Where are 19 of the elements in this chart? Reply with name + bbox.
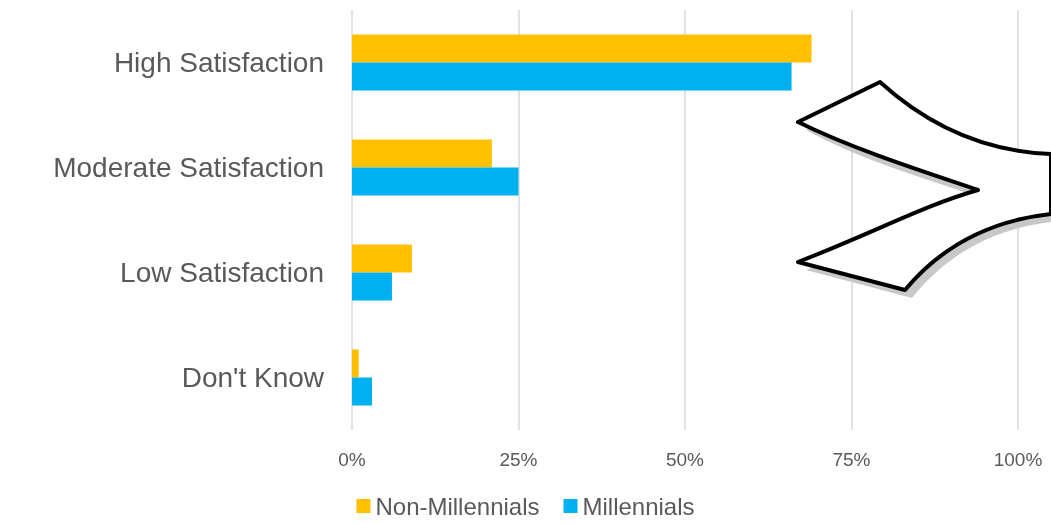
bar — [352, 377, 372, 406]
x-tick-label: 0% — [338, 449, 366, 470]
x-tick-label: 75% — [832, 449, 871, 470]
legend-label: Millennials — [582, 492, 695, 520]
bar — [352, 244, 412, 273]
y-tick-label: Moderate Satisfaction — [53, 152, 324, 183]
bar — [352, 272, 392, 301]
legend-label: Non-Millennials — [375, 492, 540, 520]
x-tick-label: 100% — [993, 449, 1043, 470]
bar — [352, 139, 492, 168]
y-tick-label: High Satisfaction — [113, 47, 324, 78]
y-tick-label: Low Satisfaction — [120, 257, 324, 288]
bar — [352, 349, 359, 378]
x-tick-label: 50% — [665, 449, 705, 470]
bar — [352, 167, 519, 196]
bar — [352, 34, 812, 63]
y-tick-label: Don't Know — [181, 362, 325, 393]
x-tick-label: 25% — [499, 449, 538, 470]
bar — [352, 62, 792, 91]
